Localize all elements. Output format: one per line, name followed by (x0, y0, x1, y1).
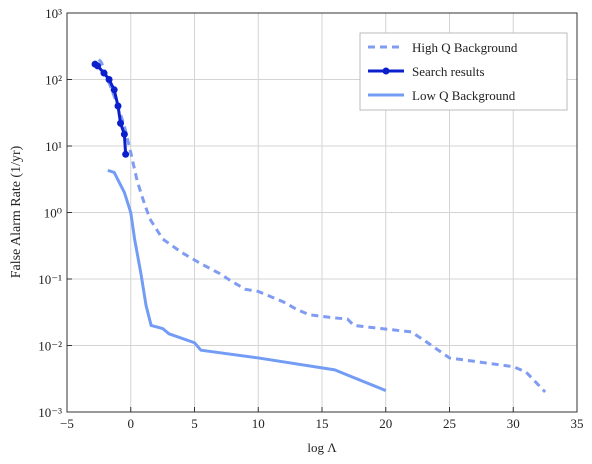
y-tick-label: 10³ (45, 6, 62, 21)
plot-frame (66, 12, 578, 413)
x-tick-label: 0 (128, 416, 135, 431)
data-point (94, 62, 102, 70)
x-tick-label: 35 (571, 416, 584, 431)
y-tick-label: 10² (45, 73, 62, 88)
data-point (110, 86, 118, 94)
x-tick-label: 20 (379, 416, 392, 431)
data-point (100, 69, 108, 77)
y-tick-label: 10⁰ (44, 206, 62, 221)
data-point (122, 150, 130, 158)
y-tick-label: 10⁻² (38, 339, 62, 354)
y-tick-label: 10¹ (45, 139, 62, 154)
x-tick-label: 10 (252, 416, 265, 431)
x-tick-label: 15 (316, 416, 329, 431)
x-axis-label: log Λ (307, 440, 337, 455)
series-line (107, 168, 387, 392)
x-tick-label: 30 (507, 416, 520, 431)
legend-marker (382, 67, 390, 75)
legend-label: Low Q Background (412, 88, 516, 103)
series-line (97, 58, 547, 394)
legend-label: Search results (412, 64, 485, 79)
x-tick-label: 25 (443, 416, 456, 431)
y-tick-label: 10⁻³ (38, 405, 62, 420)
data-point (120, 130, 128, 138)
y-tick-label: 10⁻¹ (38, 272, 62, 287)
legend-label: High Q Background (412, 40, 518, 55)
y-axis-label: False Alarm Rate (1/yr) (9, 145, 24, 278)
x-tick-label: −5 (60, 416, 74, 431)
x-tick-label: 5 (191, 416, 198, 431)
data-point (114, 102, 122, 110)
data-point (105, 76, 113, 83)
data-point (117, 119, 125, 127)
